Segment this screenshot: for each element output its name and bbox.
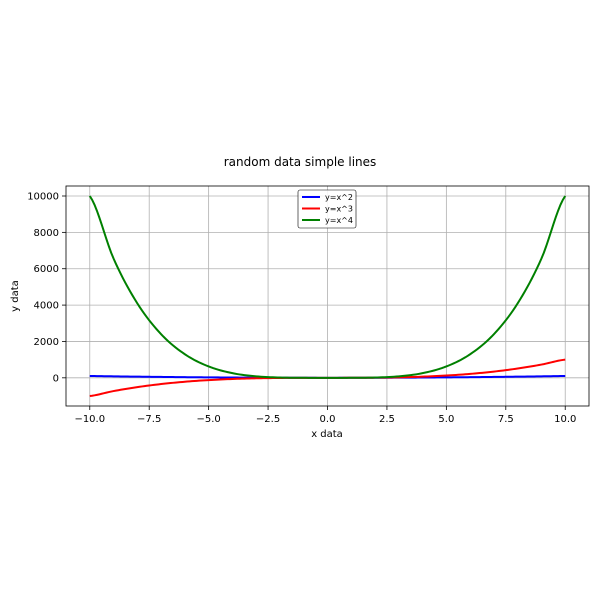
y-tick-label: 4000 xyxy=(34,301,59,312)
x-axis-ticks: −10.0 −7.5 −5.0 −2.5 0.0 2.5 5.0 7.5 10.0 xyxy=(74,406,576,425)
x-tick-label: −7.5 xyxy=(137,414,161,425)
y-tick-label: 8000 xyxy=(34,228,59,239)
legend: y=x^2 y=x^3 y=x^4 xyxy=(297,189,357,229)
legend-label: y=x^3 xyxy=(325,205,353,214)
y-tick-label: 2000 xyxy=(34,337,59,348)
y-tick-label: 6000 xyxy=(34,264,59,275)
legend-box xyxy=(297,189,357,229)
chart-title: random data simple lines xyxy=(224,155,377,169)
series-line-3 xyxy=(88,195,567,379)
x-tick-label: 7.5 xyxy=(498,414,514,425)
x-tick-label: 2.5 xyxy=(379,414,395,425)
legend-label: y=x^2 xyxy=(325,193,353,202)
x-tick-label: 0.0 xyxy=(320,414,336,425)
y-tick-label: 0 xyxy=(53,373,59,384)
y-tick-label: 10000 xyxy=(27,192,59,203)
x-tick-label: 10.0 xyxy=(554,414,576,425)
x-tick-label: −10.0 xyxy=(74,414,105,425)
plot-area xyxy=(88,195,567,397)
y-axis-ticks: 0 2000 4000 6000 8000 10000 xyxy=(27,192,66,384)
x-tick-label: −2.5 xyxy=(256,414,280,425)
legend-label: y=x^4 xyxy=(325,216,353,225)
x-tick-label: −5.0 xyxy=(196,414,220,425)
x-axis-label: x data xyxy=(311,429,343,440)
y-axis-label: y data xyxy=(10,280,21,312)
x-tick-label: 5.0 xyxy=(438,414,454,425)
